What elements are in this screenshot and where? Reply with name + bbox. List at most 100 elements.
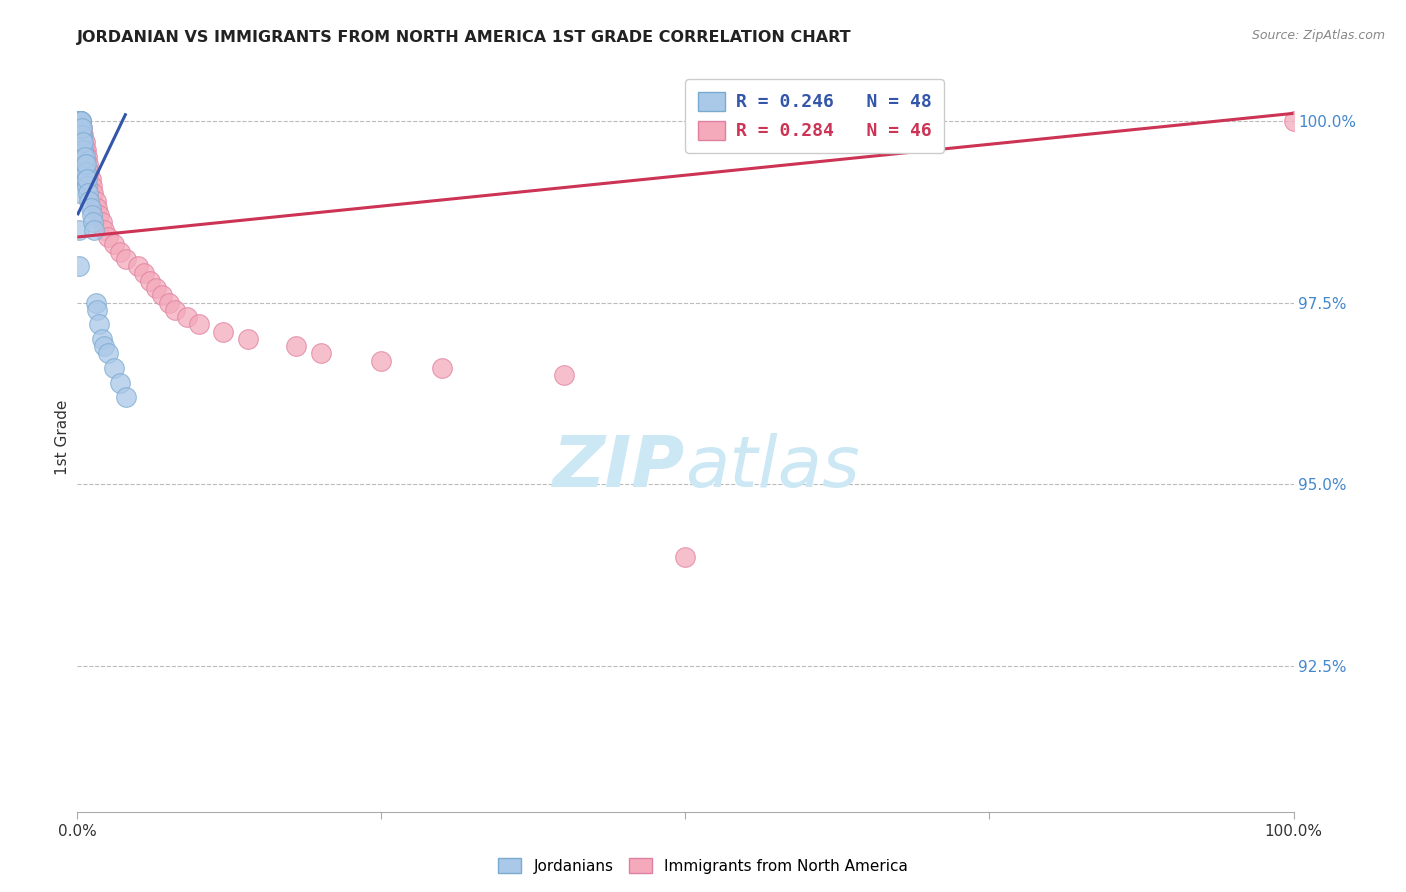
Point bbox=[76, 179, 98, 194]
Point bbox=[80, 201, 103, 215]
Point bbox=[69, 120, 91, 135]
Point bbox=[70, 150, 93, 164]
Point bbox=[82, 186, 104, 201]
Point bbox=[93, 223, 115, 237]
Point bbox=[76, 171, 98, 186]
Point bbox=[90, 332, 112, 346]
Point bbox=[84, 295, 107, 310]
Point bbox=[69, 128, 91, 143]
Point bbox=[430, 361, 453, 376]
Point bbox=[176, 310, 198, 324]
Point bbox=[72, 157, 94, 171]
Point bbox=[70, 128, 93, 143]
Point bbox=[73, 164, 96, 178]
Point bbox=[75, 143, 97, 157]
Point bbox=[152, 288, 174, 302]
Point bbox=[70, 120, 93, 135]
Point bbox=[73, 150, 96, 164]
Point bbox=[83, 223, 105, 237]
Point bbox=[70, 113, 93, 128]
Point bbox=[115, 252, 138, 266]
Point bbox=[309, 346, 332, 360]
Point bbox=[285, 339, 308, 353]
Point bbox=[69, 113, 91, 128]
Point bbox=[70, 128, 93, 143]
Point bbox=[90, 215, 112, 229]
Point bbox=[553, 368, 575, 383]
Point bbox=[89, 318, 111, 332]
Point bbox=[108, 244, 131, 259]
Point bbox=[84, 194, 107, 208]
Point bbox=[72, 136, 94, 150]
Point bbox=[108, 376, 131, 390]
Point bbox=[72, 143, 94, 157]
Point bbox=[70, 136, 93, 150]
Point bbox=[163, 302, 186, 317]
Point bbox=[69, 113, 91, 128]
Point bbox=[82, 215, 104, 229]
Point bbox=[70, 113, 93, 128]
Point bbox=[75, 164, 97, 178]
Point bbox=[236, 332, 259, 346]
Point bbox=[675, 550, 697, 565]
Point bbox=[67, 223, 90, 237]
Point bbox=[103, 237, 125, 252]
Point bbox=[69, 136, 91, 150]
Point bbox=[79, 194, 101, 208]
Point bbox=[70, 120, 93, 135]
Point bbox=[79, 164, 101, 178]
Point bbox=[76, 150, 98, 164]
Point bbox=[86, 302, 108, 317]
Point bbox=[80, 179, 103, 194]
Point bbox=[97, 230, 120, 244]
Point bbox=[97, 346, 120, 360]
Point bbox=[67, 186, 90, 201]
Text: atlas: atlas bbox=[686, 433, 860, 501]
Point bbox=[73, 136, 96, 150]
Point bbox=[69, 120, 91, 135]
Point bbox=[70, 113, 93, 128]
Point bbox=[69, 113, 91, 128]
Point bbox=[77, 186, 100, 201]
Text: JORDANIAN VS IMMIGRANTS FROM NORTH AMERICA 1ST GRADE CORRELATION CHART: JORDANIAN VS IMMIGRANTS FROM NORTH AMERI… bbox=[77, 29, 852, 45]
Point bbox=[370, 353, 392, 368]
Point bbox=[134, 267, 156, 281]
Point bbox=[70, 143, 93, 157]
Point bbox=[80, 171, 103, 186]
Point bbox=[72, 128, 94, 143]
Point bbox=[1282, 113, 1305, 128]
Point bbox=[69, 113, 91, 128]
Point bbox=[73, 143, 96, 157]
Point bbox=[115, 390, 138, 404]
Point bbox=[70, 120, 93, 135]
Point bbox=[188, 318, 211, 332]
Point bbox=[67, 259, 90, 273]
Point bbox=[70, 143, 93, 157]
Point bbox=[67, 113, 90, 128]
Point bbox=[103, 361, 125, 376]
Point bbox=[157, 295, 180, 310]
Point bbox=[75, 157, 97, 171]
Point bbox=[69, 113, 91, 128]
Point bbox=[212, 325, 235, 339]
Point bbox=[93, 339, 115, 353]
Point bbox=[72, 150, 94, 164]
Point bbox=[75, 171, 97, 186]
Point bbox=[89, 208, 111, 222]
Point bbox=[77, 157, 100, 171]
Point bbox=[72, 136, 94, 150]
Point bbox=[70, 136, 93, 150]
Point bbox=[86, 201, 108, 215]
Point bbox=[70, 120, 93, 135]
Text: Source: ZipAtlas.com: Source: ZipAtlas.com bbox=[1251, 29, 1385, 42]
Y-axis label: 1st Grade: 1st Grade bbox=[55, 400, 70, 475]
Point bbox=[80, 208, 103, 222]
Point bbox=[70, 128, 93, 143]
Legend: R = 0.246   N = 48, R = 0.284   N = 46: R = 0.246 N = 48, R = 0.284 N = 46 bbox=[685, 79, 943, 153]
Text: ZIP: ZIP bbox=[553, 433, 686, 501]
Legend: Jordanians, Immigrants from North America: Jordanians, Immigrants from North Americ… bbox=[492, 852, 914, 880]
Point bbox=[145, 281, 167, 295]
Point bbox=[139, 274, 162, 288]
Point bbox=[70, 128, 93, 143]
Point bbox=[127, 259, 149, 273]
